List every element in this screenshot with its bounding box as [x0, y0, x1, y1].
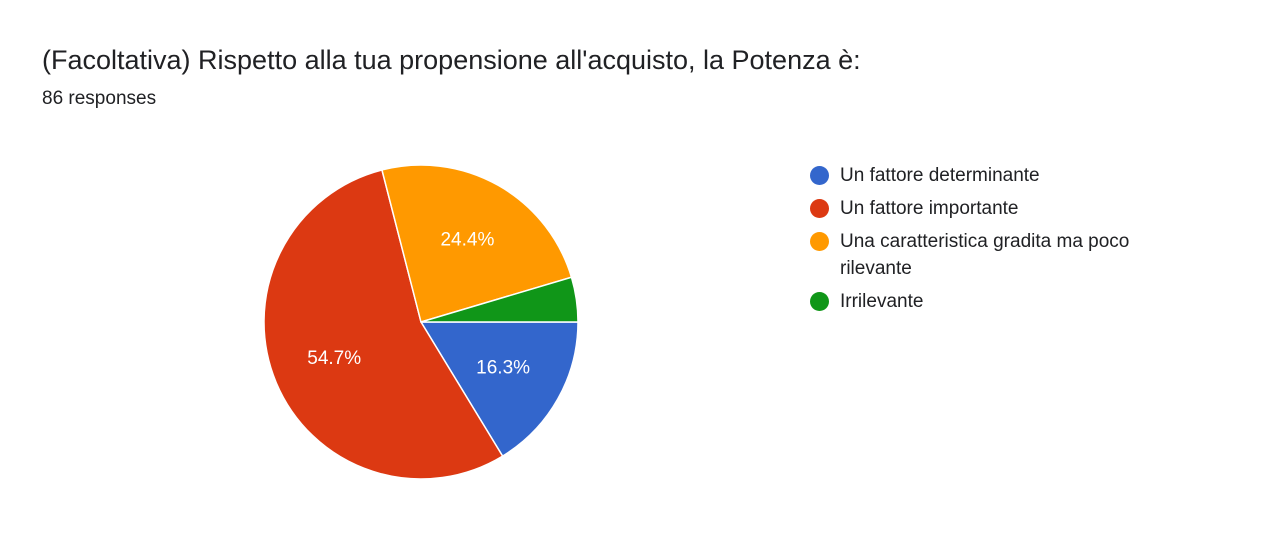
- pie-slice-label-1: 54.7%: [307, 348, 361, 369]
- legend-swatch-icon: [810, 292, 829, 311]
- pie-slice-2[interactable]: [381, 164, 573, 323]
- legend-swatch-icon: [810, 232, 829, 251]
- legend-swatch-icon: [810, 199, 829, 218]
- pie-slice-label-2: 24.4%: [440, 230, 494, 251]
- legend-item-1[interactable]: Un fattore importante: [810, 195, 1170, 222]
- legend-label: Una caratteristica gradita ma poco rilev…: [840, 231, 1130, 279]
- legend-item-0[interactable]: Un fattore determinante: [810, 162, 1170, 189]
- page-title: (Facoltativa) Rispetto alla tua propensi…: [42, 45, 861, 75]
- response-count: 86 responses: [42, 88, 157, 109]
- pie-slice-3[interactable]: [420, 276, 579, 323]
- chart-legend: Un fattore determinante Un fattore import…: [810, 162, 1170, 321]
- pie-slice-label-0: 16.3%: [476, 358, 530, 379]
- legend-item-3[interactable]: Irrilevante: [810, 288, 1170, 315]
- legend-swatch-icon: [810, 166, 829, 185]
- legend-label: Irrilevante: [840, 291, 924, 312]
- legend-item-2[interactable]: Una caratteristica gradita ma poco rilev…: [810, 228, 1170, 282]
- pie-slice-1[interactable]: [263, 169, 504, 480]
- legend-label: Un fattore importante: [840, 198, 1019, 219]
- pie-slice-0[interactable]: [420, 321, 579, 457]
- legend-label: Un fattore determinante: [840, 165, 1040, 186]
